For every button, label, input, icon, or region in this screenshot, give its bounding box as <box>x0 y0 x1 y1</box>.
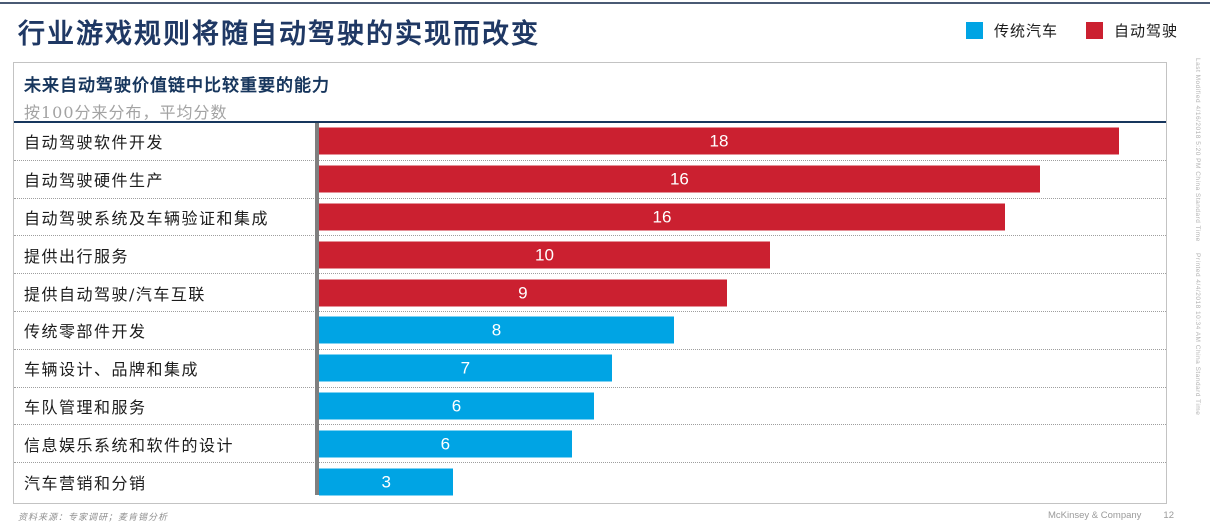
bar-area: 10 <box>315 236 1166 273</box>
slide-top-rule <box>0 2 1210 4</box>
bar-chart: 自动驾驶软件开发 18 自动驾驶硬件生产 16 自动驾驶系统及车辆验证和集成 1… <box>14 123 1166 501</box>
row-label: 自动驾驶硬件生产 <box>24 171 165 191</box>
bar-value-label: 3 <box>381 472 391 492</box>
bar-area: 16 <box>315 199 1166 236</box>
row-label: 提供出行服务 <box>24 246 130 266</box>
bar-area: 9 <box>315 274 1166 311</box>
legend-swatch-autonomous <box>1085 22 1103 39</box>
bar-area: 16 <box>315 161 1166 198</box>
chart-rows: 自动驾驶软件开发 18 自动驾驶硬件生产 16 自动驾驶系统及车辆验证和集成 1… <box>14 123 1166 501</box>
chart-header: 未来自动驾驶价值链中比较重要的能力 按100分来分布，平均分数 <box>14 63 1166 123</box>
bar: 8 <box>319 316 674 344</box>
bar-value-label: 7 <box>460 358 471 378</box>
row-label: 自动驾驶软件开发 <box>24 133 165 153</box>
legend-item-autonomous: 自动驾驶 <box>1085 20 1178 41</box>
chart-row: 车队管理和服务 6 <box>14 388 1166 426</box>
chart-row: 自动驾驶硬件生产 16 <box>14 161 1166 199</box>
bar-area: 7 <box>315 350 1166 387</box>
chart-row: 自动驾驶软件开发 18 <box>14 123 1166 161</box>
brand-name: McKinsey & Company <box>1047 510 1142 521</box>
bar-area: 18 <box>315 123 1166 160</box>
chart-row: 提供自动驾驶/汽车互联 9 <box>14 274 1166 312</box>
bar-value-label: 10 <box>535 245 554 265</box>
bar: 3 <box>319 468 454 496</box>
row-label: 信息娱乐系统和软件的设计 <box>24 435 235 455</box>
bar-value-label: 16 <box>652 207 672 227</box>
chart-row: 传统零部件开发 8 <box>14 312 1166 350</box>
source-note: 资料来源：专家调研；麦肯锡分析 <box>18 513 169 523</box>
bar: 9 <box>319 279 727 307</box>
chart-row: 汽车营销和分销 3 <box>14 463 1166 501</box>
row-label: 汽车营销和分销 <box>24 474 147 494</box>
chart-subtitle: 按100分来分布，平均分数 <box>24 103 228 122</box>
bar-value-label: 6 <box>440 434 451 454</box>
page-title: 行业游戏规则将随自动驾驶的实现而改变 <box>18 19 540 50</box>
bar-value-label: 9 <box>518 283 528 303</box>
bar-area: 8 <box>315 312 1166 349</box>
chart-axis-baseline <box>315 123 319 495</box>
legend-swatch-traditional <box>965 22 983 39</box>
page-number: 12 <box>1163 510 1174 521</box>
last-modified-stamp: Last Modified 4/16/2018 5:20 PM China St… <box>1194 58 1201 242</box>
footer-brand-block: McKinsey & Company 12 <box>1048 510 1174 521</box>
chart-legend: 传统汽车 自动驾驶 <box>965 20 1178 41</box>
row-label: 提供自动驾驶/汽车互联 <box>24 284 206 304</box>
bar: 7 <box>319 354 612 382</box>
bar-value-label: 8 <box>491 320 502 340</box>
bar-area: 3 <box>315 463 1166 501</box>
bar-area: 6 <box>315 388 1166 425</box>
bar: 10 <box>319 241 771 269</box>
chart-row: 自动驾驶系统及车辆验证和集成 16 <box>14 199 1166 237</box>
bar: 16 <box>319 165 1040 193</box>
chart-title: 未来自动驾驶价值链中比较重要的能力 <box>24 76 330 96</box>
legend-item-traditional: 传统汽车 <box>965 20 1058 41</box>
bar: 16 <box>319 203 1005 231</box>
chart-row: 提供出行服务 10 <box>14 236 1166 275</box>
chart-row: 信息娱乐系统和软件的设计 6 <box>14 425 1166 464</box>
legend-label-autonomous: 自动驾驶 <box>1113 22 1178 40</box>
chart-panel: 未来自动驾驶价值链中比较重要的能力 按100分来分布，平均分数 自动驾驶软件开发… <box>13 62 1167 504</box>
row-label: 传统零部件开发 <box>24 322 147 342</box>
bar-value-label: 16 <box>669 169 689 189</box>
bar: 6 <box>319 392 594 420</box>
printed-stamp: Printed 4/4/2018 10:34 AM China Standard… <box>1194 253 1201 416</box>
row-label: 车辆设计、品牌和集成 <box>24 360 200 380</box>
bar-area: 6 <box>315 425 1166 462</box>
bar-value-label: 6 <box>451 396 462 416</box>
row-label: 自动驾驶系统及车辆验证和集成 <box>24 208 270 228</box>
bar-value-label: 18 <box>709 131 729 151</box>
bar: 6 <box>319 430 572 458</box>
row-label: 车队管理和服务 <box>24 397 147 417</box>
legend-label-traditional: 传统汽车 <box>993 22 1058 40</box>
chart-row: 车辆设计、品牌和集成 7 <box>14 350 1166 388</box>
bar: 18 <box>319 127 1119 155</box>
